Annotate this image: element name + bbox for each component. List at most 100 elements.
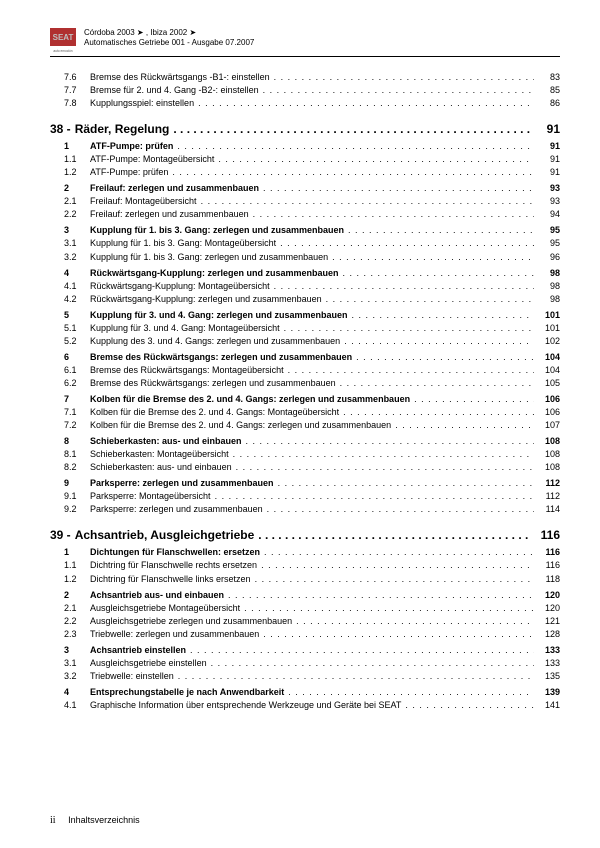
toc-entry-number: 9.2 — [50, 503, 90, 516]
toc-entry-page: 141 — [538, 699, 560, 712]
toc-row: 8.1Schieberkasten: Montageübersicht108 — [50, 448, 560, 461]
header: SEAT auto emoción Córdoba 2003 ➤ , Ibiza… — [50, 28, 560, 54]
toc-leader-dots — [244, 602, 534, 615]
toc-row: 7Kolben für die Bremse des 2. und 4. Gan… — [50, 393, 560, 406]
toc-section-title: Achsantrieb, Ausgleichgetriebe — [75, 528, 255, 542]
toc-entry-page: 104 — [538, 351, 560, 364]
toc-row: 3.1Kupplung für 1. bis 3. Gang: Montageü… — [50, 237, 560, 250]
toc-entry-title: Triebwelle: einstellen — [90, 670, 174, 683]
toc-entry-page: 112 — [538, 490, 560, 503]
toc-entry-page: 118 — [538, 573, 560, 586]
toc-entry-number: 7.6 — [50, 71, 90, 84]
toc-section-page: 116 — [534, 528, 560, 542]
toc-entry-number: 4.1 — [50, 699, 90, 712]
toc-entry-title: Dichtring für Flanschwelle links ersetze… — [90, 573, 251, 586]
toc-row: 6.1Bremse des Rückwärtsgangs: Montageübe… — [50, 364, 560, 377]
header-text: Córdoba 2003 ➤ , Ibiza 2002 ➤ Automatisc… — [84, 28, 254, 49]
toc-leader-dots — [414, 393, 534, 406]
toc-leader-dots — [258, 528, 530, 542]
toc-entry-title: Dichtungen für Flanschwellen: ersetzen — [90, 546, 260, 559]
toc-entry-page: 112 — [538, 477, 560, 490]
toc-entry-page: 139 — [538, 686, 560, 699]
toc-entry-page: 108 — [538, 435, 560, 448]
toc-body: 7.6Bremse des Rückwärtsgangs -B1-: einst… — [50, 71, 560, 712]
toc-entry-title: Kupplung für 1. bis 3. Gang: zerlegen un… — [90, 251, 328, 264]
toc-entry-number: 6.1 — [50, 364, 90, 377]
toc-entry-page: 104 — [538, 364, 560, 377]
footer-label: Inhaltsverzeichnis — [68, 815, 140, 825]
toc-leader-dots — [263, 182, 534, 195]
toc-row: 3.2Triebwelle: einstellen135 — [50, 670, 560, 683]
toc-entry-number: 4.1 — [50, 280, 90, 293]
toc-entry-number: 2 — [50, 589, 90, 602]
toc-entry-page: 95 — [538, 224, 560, 237]
toc-entry-number: 2.2 — [50, 208, 90, 221]
toc-entry-page: 96 — [538, 251, 560, 264]
toc-entry-page: 107 — [538, 419, 560, 432]
toc-entry-number: 5.2 — [50, 335, 90, 348]
toc-entry-title: Ausgleichsgetriebe zerlegen und zusammen… — [90, 615, 292, 628]
toc-entry-title: Bremse des Rückwärtsgangs: zerlegen und … — [90, 351, 352, 364]
toc-row: 7.8Kupplungsspiel: einstellen86 — [50, 97, 560, 110]
toc-entry-page: 91 — [538, 166, 560, 179]
toc-entry-number: 1.2 — [50, 573, 90, 586]
toc-entry-title: Bremse des Rückwärtsgangs -B1-: einstell… — [90, 71, 270, 84]
toc-leader-dots — [274, 280, 534, 293]
toc-row: 2.1Ausgleichsgetriebe Montageübersicht12… — [50, 602, 560, 615]
toc-entry-page: 128 — [538, 628, 560, 641]
toc-entry-title: Freilauf: zerlegen und zusammenbauen — [90, 182, 259, 195]
toc-entry-number: 1.1 — [50, 153, 90, 166]
toc-entry-number: 5 — [50, 309, 90, 322]
toc-row: 2.2Freilauf: zerlegen und zusammenbauen9… — [50, 208, 560, 221]
toc-row: 1.2ATF-Pumpe: prüfen91 — [50, 166, 560, 179]
toc-entry-page: 83 — [538, 71, 560, 84]
toc-entry-number: 3.1 — [50, 237, 90, 250]
page: SEAT auto emoción Córdoba 2003 ➤ , Ibiza… — [0, 0, 600, 732]
toc-entry-title: ATF-Pumpe: prüfen — [90, 166, 168, 179]
toc-entry-number: 7.2 — [50, 419, 90, 432]
toc-entry-title: ATF-Pumpe: Montageübersicht — [90, 153, 214, 166]
toc-entry-page: 121 — [538, 615, 560, 628]
toc-entry-title: Parksperre: zerlegen und zusammenbauen — [90, 477, 274, 490]
toc-entry-title: Achsantrieb aus- und einbauen — [90, 589, 224, 602]
toc-entry-title: ATF-Pumpe: prüfen — [90, 140, 173, 153]
toc-entry-number: 8.2 — [50, 461, 90, 474]
toc-row: 7.6Bremse des Rückwärtsgangs -B1-: einst… — [50, 71, 560, 84]
toc-leader-dots — [263, 628, 534, 641]
toc-entry-page: 98 — [538, 267, 560, 280]
toc-entry-number: 2.2 — [50, 615, 90, 628]
toc-entry-number: 2.1 — [50, 195, 90, 208]
toc-row: 4.1Graphische Information über entsprech… — [50, 699, 560, 712]
toc-entry-page: 91 — [538, 140, 560, 153]
toc-entry-number: 9.1 — [50, 490, 90, 503]
toc-entry-number: 9 — [50, 477, 90, 490]
toc-section-header: 39 -Achsantrieb, Ausgleichgetriebe116 — [50, 528, 560, 542]
toc-row: 7.7Bremse für 2. und 4. Gang -B2-: einst… — [50, 84, 560, 97]
toc-row: 1Dichtungen für Flanschwellen: ersetzen1… — [50, 546, 560, 559]
toc-entry-page: 120 — [538, 602, 560, 615]
toc-entry-title: Kupplung für 1. bis 3. Gang: zerlegen un… — [90, 224, 344, 237]
toc-entry-page: 133 — [538, 657, 560, 670]
toc-entry-page: 106 — [538, 393, 560, 406]
toc-leader-dots — [233, 448, 534, 461]
toc-row: 3Achsantrieb einstellen133 — [50, 644, 560, 657]
toc-leader-dots — [201, 195, 534, 208]
toc-entry-title: Bremse des Rückwärtsgangs: zerlegen und … — [90, 377, 336, 390]
toc-row: 9.2Parksperre: zerlegen und zusammenbaue… — [50, 503, 560, 516]
toc-entry-page: 108 — [538, 461, 560, 474]
toc-entry-page: 93 — [538, 195, 560, 208]
toc-section-title: Räder, Regelung — [75, 122, 170, 136]
toc-entry-title: Freilauf: zerlegen und zusammenbauen — [90, 208, 249, 221]
toc-entry-page: 93 — [538, 182, 560, 195]
toc-entry-page: 85 — [538, 84, 560, 97]
toc-leader-dots — [178, 670, 534, 683]
toc-entry-page: 86 — [538, 97, 560, 110]
toc-row: 3.2Kupplung für 1. bis 3. Gang: zerlegen… — [50, 251, 560, 264]
toc-leader-dots — [344, 335, 534, 348]
toc-leader-dots — [332, 251, 534, 264]
toc-leader-dots — [267, 503, 534, 516]
toc-entry-title: Freilauf: Montageübersicht — [90, 195, 197, 208]
toc-row: 1.1Dichtring für Flanschwelle rechts ers… — [50, 559, 560, 572]
toc-entry-number: 3.2 — [50, 670, 90, 683]
toc-row: 2Achsantrieb aus- und einbauen120 — [50, 589, 560, 602]
